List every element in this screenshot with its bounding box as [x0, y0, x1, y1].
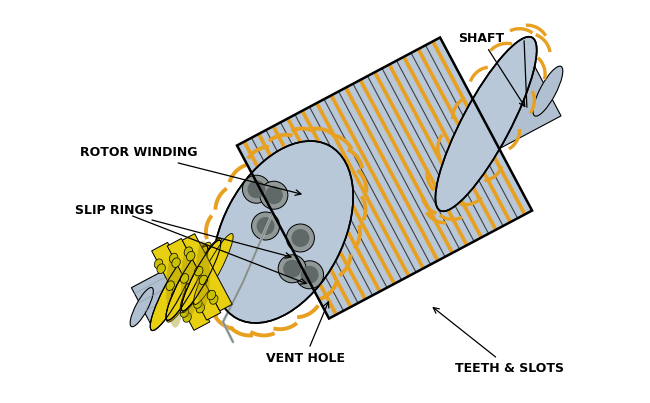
Ellipse shape — [166, 246, 208, 320]
Polygon shape — [151, 243, 210, 330]
Ellipse shape — [172, 258, 180, 268]
Ellipse shape — [196, 303, 205, 313]
Polygon shape — [362, 73, 465, 252]
Ellipse shape — [291, 229, 309, 247]
Ellipse shape — [278, 255, 306, 283]
Polygon shape — [406, 50, 509, 229]
Ellipse shape — [199, 275, 207, 285]
Text: VENT HOLE: VENT HOLE — [265, 302, 344, 364]
Ellipse shape — [207, 290, 216, 300]
Polygon shape — [167, 239, 221, 320]
Ellipse shape — [287, 224, 315, 252]
Text: SLIP RINGS: SLIP RINGS — [75, 204, 291, 258]
Text: TEETH & SLOTS: TEETH & SLOTS — [434, 307, 564, 374]
Ellipse shape — [296, 261, 324, 289]
Ellipse shape — [181, 246, 197, 318]
Ellipse shape — [130, 287, 153, 327]
Ellipse shape — [150, 251, 196, 330]
Polygon shape — [261, 127, 363, 306]
Ellipse shape — [166, 281, 174, 291]
Polygon shape — [318, 96, 422, 275]
Text: ROTOR WINDING: ROTOR WINDING — [80, 147, 301, 195]
Ellipse shape — [194, 266, 203, 276]
Polygon shape — [237, 143, 335, 318]
Polygon shape — [275, 119, 378, 298]
Ellipse shape — [213, 141, 353, 323]
Ellipse shape — [184, 247, 192, 256]
Ellipse shape — [436, 37, 537, 211]
Polygon shape — [289, 112, 393, 291]
Polygon shape — [348, 81, 450, 260]
Polygon shape — [434, 37, 532, 214]
Polygon shape — [304, 104, 407, 283]
Ellipse shape — [157, 264, 165, 274]
Ellipse shape — [183, 313, 191, 322]
Ellipse shape — [260, 181, 288, 209]
Polygon shape — [182, 234, 232, 311]
Ellipse shape — [194, 233, 233, 304]
Polygon shape — [167, 239, 221, 320]
Ellipse shape — [283, 260, 301, 278]
Ellipse shape — [257, 217, 274, 235]
Ellipse shape — [252, 212, 280, 240]
Ellipse shape — [170, 253, 178, 263]
Ellipse shape — [248, 180, 265, 198]
Ellipse shape — [196, 241, 210, 309]
Ellipse shape — [209, 295, 218, 304]
Ellipse shape — [533, 66, 563, 116]
Ellipse shape — [171, 291, 179, 300]
Ellipse shape — [187, 251, 195, 261]
Polygon shape — [151, 243, 210, 330]
Ellipse shape — [194, 299, 202, 308]
Polygon shape — [376, 65, 480, 244]
Ellipse shape — [300, 266, 318, 284]
Polygon shape — [420, 42, 523, 221]
Polygon shape — [391, 58, 494, 237]
Ellipse shape — [154, 259, 162, 268]
Ellipse shape — [242, 175, 270, 203]
Ellipse shape — [166, 251, 184, 328]
Ellipse shape — [166, 242, 211, 322]
Text: SHAFT: SHAFT — [458, 31, 525, 106]
Ellipse shape — [181, 240, 221, 311]
Polygon shape — [182, 234, 232, 311]
Polygon shape — [473, 66, 561, 149]
Polygon shape — [246, 135, 349, 314]
Polygon shape — [237, 37, 532, 318]
Ellipse shape — [180, 308, 188, 317]
Ellipse shape — [180, 238, 222, 313]
Ellipse shape — [265, 186, 283, 204]
Polygon shape — [131, 212, 293, 326]
Ellipse shape — [180, 274, 188, 283]
Ellipse shape — [185, 283, 194, 293]
Polygon shape — [333, 89, 436, 268]
